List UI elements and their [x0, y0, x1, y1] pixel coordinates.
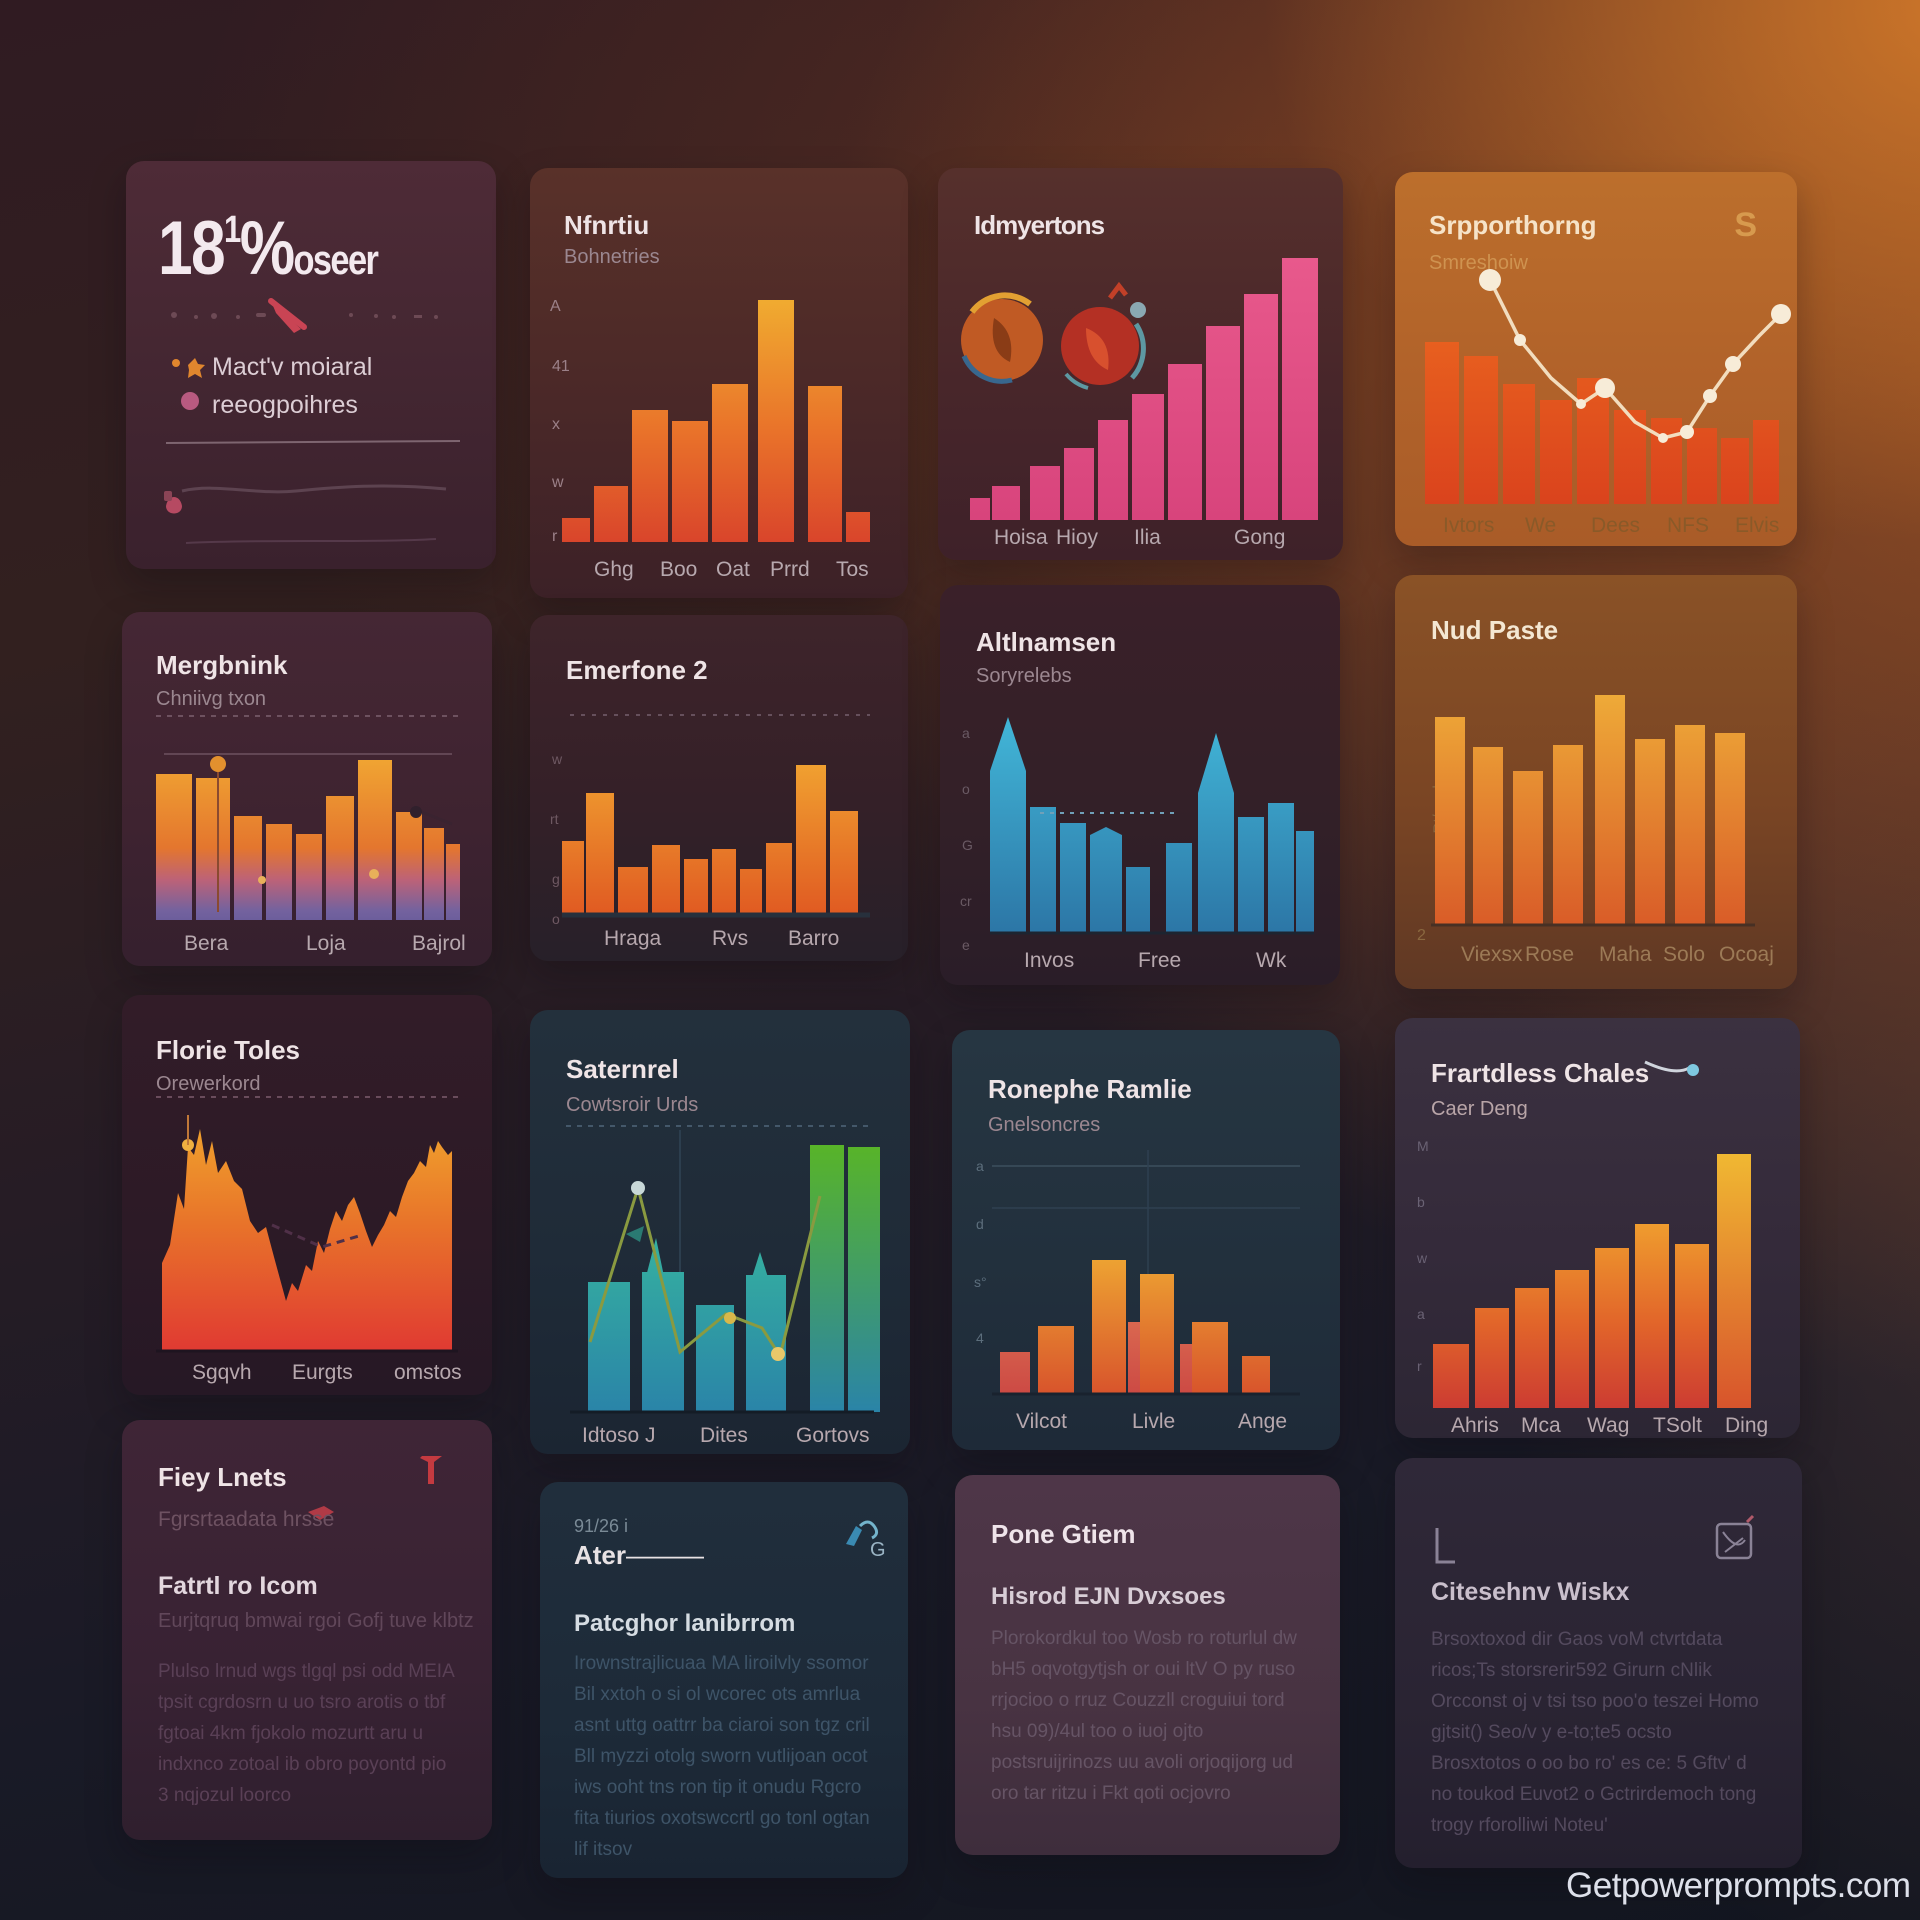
svg-text:G: G — [870, 1539, 886, 1561]
